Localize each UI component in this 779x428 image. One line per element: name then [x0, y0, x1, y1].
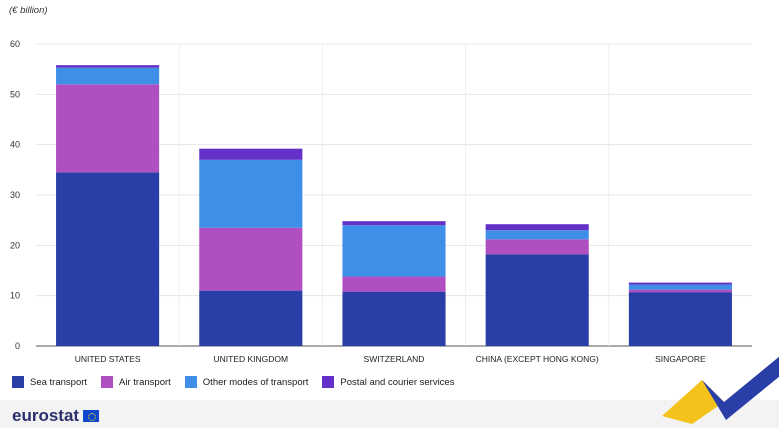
bar-segment — [199, 227, 303, 291]
bar-segment — [485, 224, 589, 231]
legend: Sea transport Air transport Other modes of… — [12, 376, 454, 388]
x-tick-label: SWITZERLAND — [364, 354, 425, 364]
legend-label: Air transport — [119, 376, 171, 388]
bar-segment — [56, 65, 160, 68]
legend-swatch — [12, 376, 24, 388]
bar-segment — [56, 84, 160, 173]
y-axis-tick-labels: 0 10 20 30 40 50 60 — [10, 39, 20, 351]
eurostat-chevron-icon — [662, 356, 779, 424]
legend-label: Sea transport — [30, 376, 88, 388]
bar-segment — [342, 225, 446, 277]
y-tick-label: 60 — [10, 39, 20, 49]
legend-label: Other modes of transport — [202, 376, 309, 388]
y-tick-label: 40 — [10, 140, 20, 150]
legend-label: Postal and courier services — [340, 376, 455, 388]
y-tick-label: 30 — [10, 190, 20, 200]
bar-segment — [628, 284, 732, 290]
bar-segment — [628, 292, 732, 346]
bar-segment — [56, 67, 160, 85]
bar-segment — [485, 239, 589, 255]
bar-segment — [342, 291, 446, 346]
bar-segment — [628, 289, 732, 293]
bar-segment — [199, 148, 303, 160]
legend-swatch — [184, 376, 197, 388]
legend-swatch — [322, 376, 335, 388]
bar-segment — [342, 221, 446, 226]
x-tick-label: CHINA (EXCEPT HONG KONG) — [476, 354, 599, 364]
bar-segment — [485, 254, 589, 346]
legend-item: Air transport — [101, 376, 171, 388]
legend-item: Postal and courier services — [322, 376, 454, 388]
y-tick-label: 0 — [15, 341, 20, 351]
x-axis-tick-labels: UNITED STATES UNITED KINGDOM SWITZERLAND CH… — [75, 354, 706, 364]
y-tick-label: 20 — [10, 240, 20, 250]
bar-segment — [199, 159, 303, 228]
stacked-bar-chart: 0 10 20 30 40 50 60 UNITED STATES UNITED KINGDO… — [10, 39, 752, 364]
bar-segment — [485, 230, 589, 240]
y-tick-label: 10 — [10, 291, 20, 301]
x-tick-label: UNITED STATES — [75, 354, 141, 364]
logo-text: eurostat — [12, 406, 80, 425]
y-tick-label: 50 — [10, 89, 20, 99]
bars — [56, 65, 732, 346]
legend-item: Sea transport — [12, 376, 87, 388]
unit-label: (€ billion) — [9, 5, 48, 16]
eurostat-logo: eurostat — [12, 406, 100, 426]
x-tick-label: SINGAPORE — [655, 354, 706, 364]
legend-swatch — [101, 376, 114, 388]
bar-segment — [342, 276, 446, 292]
footer: eurostat — [0, 356, 779, 428]
legend-item: Other modes of transport — [184, 376, 309, 388]
bar-segment — [628, 282, 732, 285]
bar-segment — [56, 172, 160, 346]
x-tick-label: UNITED KINGDOM — [213, 354, 288, 364]
eu-flag-icon — [83, 410, 100, 422]
bar-segment — [199, 290, 303, 346]
